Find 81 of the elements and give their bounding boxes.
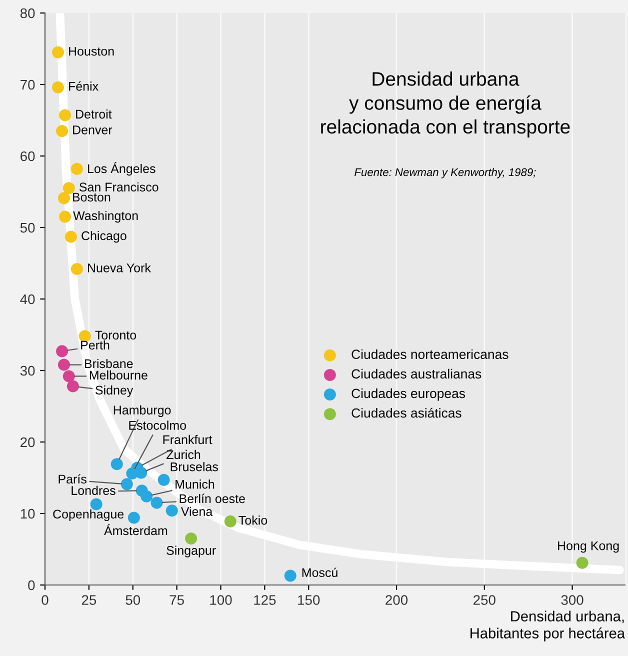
point (128, 512, 140, 524)
legend-label: Ciudades australianas (352, 368, 482, 379)
point (65, 230, 78, 243)
annotation: Singapur (166, 546, 216, 558)
text: Densidad urbana y consumo de energía relacionada con el transporte (321, 72, 570, 138)
y-tick-label: 50 (20, 222, 35, 233)
point (185, 532, 198, 545)
annotation: Houston (69, 46, 114, 56)
point (576, 556, 588, 569)
annotation: Berlín oeste (180, 494, 245, 504)
annotation: Sidney (96, 385, 134, 398)
annotation: Viena (180, 506, 213, 516)
point (158, 474, 170, 486)
x-tick-label: 75 (170, 595, 184, 605)
annotation: Melbourne (90, 370, 148, 380)
annotation: Munich (176, 480, 214, 489)
x-axis-title: Densidad urbana, Habitantes por hectárea (470, 610, 626, 642)
point (58, 192, 70, 204)
annotation: Fuente: Newman y Kenworthy, 1989; (354, 168, 536, 178)
legend-label: Ciudades asiáticas (352, 408, 462, 418)
point (52, 46, 64, 58)
y-tick-label: 10 (20, 508, 35, 519)
annotation: Chicago (82, 230, 126, 243)
y-tick-label: 20 (20, 437, 35, 448)
annotation: Fénix (69, 81, 98, 91)
x-tick-label: 250 (474, 595, 496, 605)
point (166, 504, 178, 517)
annotation: Copenhague (53, 509, 124, 522)
point (58, 358, 70, 371)
annotation: Moscú (302, 568, 338, 578)
point (52, 81, 64, 94)
y-tick-label: 70 (20, 80, 35, 90)
y-tick-label: 0 (28, 580, 35, 590)
x-tick-label: 200 (386, 595, 408, 605)
annotation: Perth (81, 340, 110, 350)
annotation: París (58, 474, 86, 484)
point (62, 370, 75, 382)
annotation: Boston (73, 192, 110, 202)
point (120, 478, 133, 490)
x-tick-label: 150 (298, 595, 320, 605)
y-tick-label: 40 (20, 294, 35, 304)
annotation: Zurich (166, 450, 200, 460)
annotation: Brisbane (85, 358, 133, 368)
x-tick-label: 50 (126, 595, 140, 605)
annotation: Detroit (76, 109, 112, 119)
annotation: Nueva York (88, 263, 151, 272)
annotation: Washington (73, 210, 138, 223)
point (224, 515, 236, 528)
annotation: Toronto (95, 330, 136, 340)
y-tick-label: 30 (20, 366, 35, 376)
x-tick-label: 100 (210, 595, 232, 605)
x-tick-label: 0 (42, 595, 48, 605)
point (284, 570, 296, 582)
point (66, 380, 79, 392)
annotation: Hamburgo (114, 405, 171, 417)
point (70, 262, 83, 275)
annotation: Ámsterdam (104, 524, 168, 536)
annotation: Hong Kong (558, 541, 619, 553)
point (56, 345, 68, 358)
point (140, 490, 153, 502)
x-tick-label: 125 (254, 595, 276, 605)
x-tick-label: 25 (82, 595, 96, 605)
annotation: Bruselas (170, 462, 218, 472)
point (110, 458, 123, 470)
point (70, 162, 83, 175)
annotation: Los Ángeles (88, 162, 156, 176)
annotation: Denver (73, 126, 112, 134)
annotation: Frankfurt (163, 434, 212, 444)
point (62, 182, 75, 194)
y-tick-label: 80 (20, 8, 35, 18)
legend-label: Ciudades europeas (352, 388, 466, 401)
annotation: Londres (72, 486, 116, 495)
x-tick-label: 300 (561, 595, 584, 605)
point (150, 496, 163, 509)
legend-label: Ciudades norteamericanas (352, 349, 508, 360)
point (59, 109, 72, 122)
annotation: Tokio (238, 516, 268, 525)
point (59, 210, 72, 223)
annotation: San Francisco (79, 182, 158, 192)
point (56, 124, 68, 137)
y-tick-label: 60 (20, 151, 35, 162)
